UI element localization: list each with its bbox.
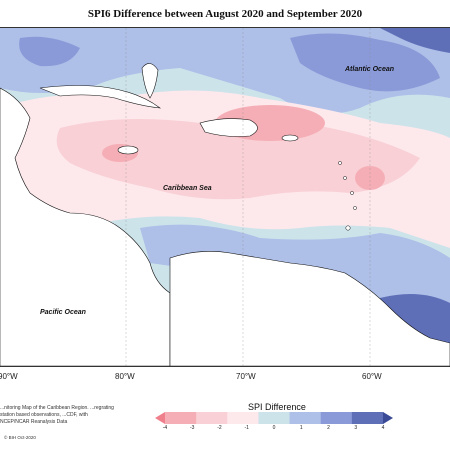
- caribbean-sea-label: Caribbean Sea: [163, 185, 212, 192]
- lesser-antilles-island: [338, 161, 342, 165]
- south-america-land: [169, 251, 450, 366]
- central-america-land: [0, 87, 171, 366]
- legend-arrow-left: [155, 412, 165, 424]
- lesser-antilles-island: [345, 225, 351, 231]
- map-canvas: [0, 28, 450, 366]
- longitude-label: 80°W: [115, 372, 135, 381]
- map-title: SPI6 Difference between August 2020 and …: [87, 8, 363, 20]
- legend-cells: [165, 412, 384, 424]
- legend-tick-label: 3: [354, 425, 358, 431]
- longitude-label: 70°W: [236, 372, 256, 381]
- legend-cell: [320, 412, 353, 424]
- lesser-antilles-island: [353, 206, 357, 210]
- legend-cell: [165, 412, 197, 424]
- legend-tick-label: 4: [381, 425, 385, 431]
- cuba-island: [39, 85, 162, 109]
- wet-strong-atlantic: [380, 28, 450, 53]
- legend-arrow-right: [383, 412, 393, 424]
- dry-band-central: [56, 119, 421, 200]
- wet-core-atlantic: [290, 33, 440, 92]
- legend-tick-label: 0: [272, 425, 276, 431]
- longitude-label: 90°W: [0, 372, 18, 381]
- legend-cell: [196, 412, 228, 424]
- legend-tick-label: -4: [162, 425, 168, 431]
- puerto-rico-island: [281, 134, 299, 142]
- legend-tick-label: 2: [327, 425, 330, 431]
- legend-colorbar: [155, 412, 393, 424]
- copyright-text: © BIH Oct-2020: [4, 435, 36, 440]
- legend-tick-label: -3: [190, 425, 195, 431]
- lesser-antilles-island: [350, 191, 354, 195]
- legend-tick-label: -1: [244, 425, 249, 431]
- florida-bahamas-land: [141, 63, 159, 99]
- legend-cell: [289, 412, 322, 424]
- longitude-label: 60°W: [362, 372, 382, 381]
- credit-text: ...nitoring Map of the Caribbean Region.…: [0, 405, 114, 425]
- legend-cell: [258, 412, 291, 424]
- legend-title: SPI Difference: [248, 402, 306, 412]
- legend-cell: [351, 412, 384, 424]
- jamaica-island: [117, 145, 139, 155]
- lesser-antilles-island: [343, 176, 347, 180]
- map-panel: Atlantic Ocean Caribbean Sea Pacific Oce…: [0, 27, 450, 367]
- legend-tick-label: -2: [217, 425, 222, 431]
- legend-cell: [227, 412, 259, 424]
- pacific-ocean-label: Pacific Ocean: [40, 309, 86, 316]
- atlantic-ocean-label: Atlantic Ocean: [345, 66, 395, 73]
- wet-core-gulf: [19, 36, 80, 67]
- legend-tick-label: 1: [299, 425, 303, 431]
